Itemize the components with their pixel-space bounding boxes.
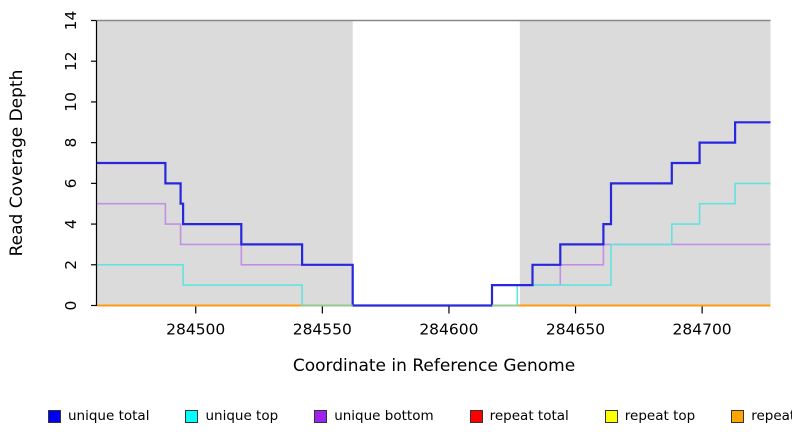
legend-swatch-icon [731,409,745,423]
legend-label: repeat bottom [751,408,792,424]
legend-swatch-icon [185,409,199,423]
y-axis-label: Read Coverage Depth [7,70,27,257]
legend-swatch-icon [314,409,328,423]
legend-label: unique total [68,408,150,424]
legend-swatch-icon [604,409,618,423]
legend-label: repeat top [624,408,696,424]
x-tick-label: 284650 [546,321,605,339]
legend-label: unique bottom [334,408,434,424]
y-tick-label: 14 [62,11,80,31]
legend-item-unique-bottom: unique bottom [314,408,434,424]
legend-swatch-icon [48,409,61,423]
y-tick-label: 6 [62,178,80,188]
y-tick-label: 10 [62,92,80,112]
shaded-region [519,20,771,307]
legend-label: repeat total [489,408,569,424]
series-line-unique-total [97,121,771,307]
legend-item-repeat-bottom: repeat bottom [731,408,792,424]
plot-area: 0 2 4 6 8 10 12 14 284500 284550 284600 284650 28470… [62,11,771,339]
x-tick-label: 284550 [293,321,352,339]
chart-legend: unique total unique top unique bottom repea… [0,408,792,424]
legend-item-unique-total: unique total [48,408,149,424]
x-tick-label: 284500 [166,321,225,339]
x-tick-label: 284700 [673,321,732,339]
legend-label: unique top [205,408,279,424]
y-tick-label: 4 [62,219,80,229]
legend-item-repeat-total: repeat total [469,408,569,424]
chart-canvas: 0 2 4 6 8 10 12 14 284500 284550 284600 284650 28470… [7,11,771,376]
y-tick-label: 0 [62,301,80,311]
series-line-unique-top [97,182,771,307]
y-tick-label: 8 [62,138,80,148]
legend-swatch-icon [469,409,483,423]
y-tick-label: 12 [62,51,80,71]
x-axis-label: Coordinate in Reference Genome [293,356,575,376]
y-tick-label: 2 [62,260,80,270]
legend-item-unique-top: unique top [185,408,278,424]
x-tick-label: 284600 [419,321,478,339]
legend-item-repeat-top: repeat top [604,408,696,424]
